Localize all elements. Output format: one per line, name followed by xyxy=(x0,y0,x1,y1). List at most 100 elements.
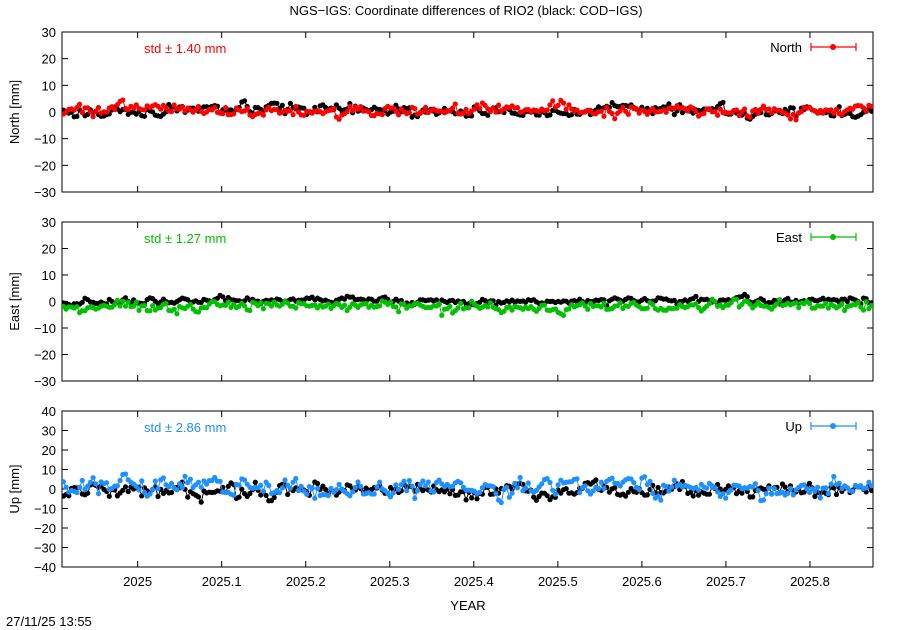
data-point-up xyxy=(544,476,550,482)
data-point-north xyxy=(358,104,364,110)
data-point-north xyxy=(831,110,837,116)
data-point-north xyxy=(93,108,99,114)
data-point-reference xyxy=(274,100,280,106)
data-point-east xyxy=(393,304,399,310)
data-point-north xyxy=(715,112,721,118)
data-point-up xyxy=(147,491,153,497)
data-point-up xyxy=(766,485,772,491)
data-point-north xyxy=(179,104,185,110)
data-point-up xyxy=(525,480,531,486)
x-tick-label: 2025.4 xyxy=(454,574,494,589)
legend-marker xyxy=(830,234,836,240)
data-point-up xyxy=(404,488,410,494)
data-point-north xyxy=(544,107,550,113)
data-point-reference xyxy=(463,497,469,503)
data-point-north xyxy=(717,106,723,112)
data-point-north xyxy=(171,102,177,108)
data-point-up xyxy=(785,490,791,496)
data-point-east xyxy=(541,302,548,308)
data-point-east xyxy=(747,301,753,307)
data-point-up xyxy=(179,485,185,491)
data-point-up xyxy=(95,491,102,497)
data-point-reference xyxy=(85,490,91,496)
data-point-reference xyxy=(687,489,694,495)
data-point-north xyxy=(633,106,640,112)
x-tick-label: 2025.1 xyxy=(202,574,242,589)
data-point-up xyxy=(609,475,615,481)
data-point-up xyxy=(414,488,421,494)
data-point-north xyxy=(87,109,93,115)
data-point-up xyxy=(715,489,721,495)
y-tick-label: 0 xyxy=(49,482,56,497)
data-point-north xyxy=(158,106,164,112)
data-point-north xyxy=(474,102,480,108)
data-point-reference xyxy=(693,293,699,299)
data-point-up xyxy=(217,478,223,484)
data-point-north xyxy=(766,106,772,112)
data-point-reference xyxy=(122,295,129,301)
data-point-north xyxy=(344,109,350,115)
x-tick-label: 2025.5 xyxy=(538,574,578,589)
data-point-reference xyxy=(790,105,796,111)
data-point-north xyxy=(390,105,396,111)
data-point-up xyxy=(79,477,85,483)
data-point-reference xyxy=(287,100,293,106)
data-point-east xyxy=(258,300,264,306)
y-axis-label: North [mm] xyxy=(7,80,22,144)
data-point-up xyxy=(650,490,656,496)
data-point-reference xyxy=(185,494,191,500)
data-point-east xyxy=(863,299,869,305)
data-point-east xyxy=(131,303,137,309)
data-point-up xyxy=(577,490,583,496)
data-point-reference xyxy=(239,486,245,492)
data-point-up xyxy=(325,492,331,499)
data-point-reference xyxy=(644,492,650,498)
data-point-up xyxy=(539,481,545,487)
data-point-north xyxy=(195,103,202,110)
data-point-up xyxy=(352,484,358,491)
data-point-reference xyxy=(271,494,277,501)
data-point-up xyxy=(712,484,718,491)
data-point-reference xyxy=(252,479,258,485)
data-point-up xyxy=(204,481,210,487)
data-point-up xyxy=(504,484,510,490)
data-point-up xyxy=(409,483,415,489)
y-tick-label: 20 xyxy=(42,52,56,67)
data-point-east xyxy=(485,304,491,310)
y-tick-label: 20 xyxy=(42,443,56,458)
data-point-up xyxy=(93,481,99,487)
data-point-north xyxy=(863,108,869,114)
data-point-east xyxy=(187,301,193,308)
data-point-up xyxy=(498,499,504,506)
y-tick-label: 20 xyxy=(42,242,56,257)
data-point-up xyxy=(117,477,123,484)
data-point-north xyxy=(785,112,791,118)
data-point-reference xyxy=(474,496,480,502)
data-point-reference xyxy=(433,297,439,303)
data-point-north xyxy=(555,102,561,108)
data-point-up xyxy=(406,478,412,484)
data-point-up xyxy=(258,482,264,488)
data-point-up xyxy=(555,482,561,488)
data-point-north xyxy=(733,107,740,113)
data-point-up xyxy=(282,477,288,483)
data-point-north xyxy=(260,112,266,118)
data-point-north xyxy=(798,109,805,115)
data-point-east xyxy=(387,299,394,305)
data-point-north xyxy=(747,114,753,120)
data-point-up xyxy=(817,495,823,501)
y-tick-label: −20 xyxy=(34,521,56,536)
data-point-north xyxy=(79,110,85,116)
data-point-reference xyxy=(623,493,629,499)
data-point-up xyxy=(85,483,91,489)
data-point-north xyxy=(287,107,293,113)
data-point-reference xyxy=(236,494,242,500)
y-tick-label: −20 xyxy=(34,158,56,173)
data-point-north xyxy=(231,111,237,117)
data-point-north xyxy=(490,105,496,111)
data-point-north xyxy=(833,106,840,112)
data-point-east xyxy=(163,300,169,307)
data-point-north xyxy=(755,110,761,116)
data-point-up xyxy=(666,488,672,494)
data-point-up xyxy=(177,481,183,487)
